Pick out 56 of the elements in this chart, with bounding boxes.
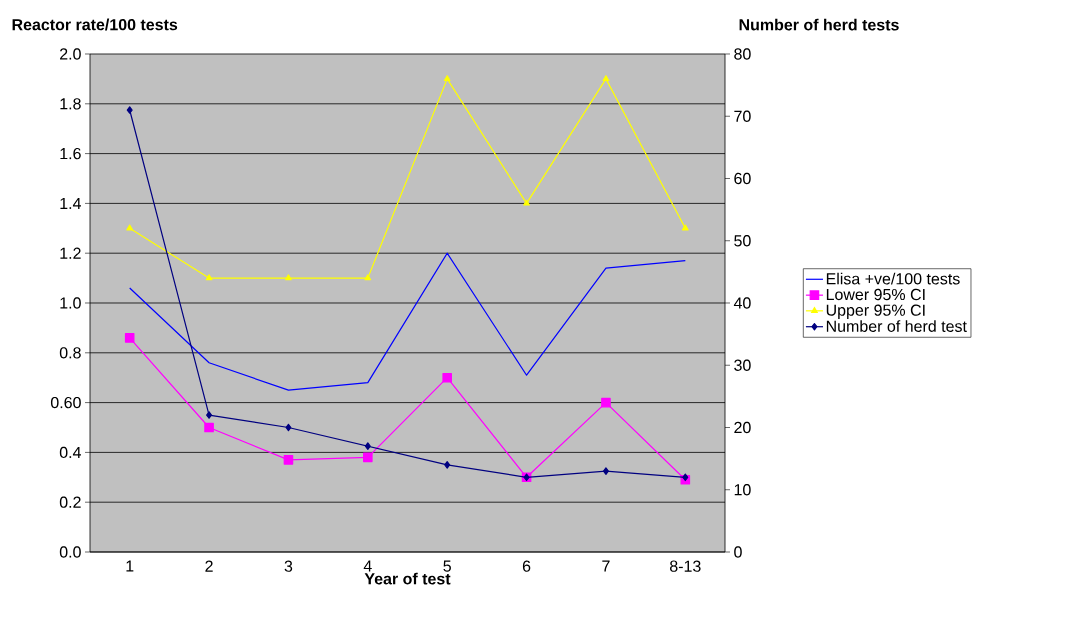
y2-tick-label: 30: [734, 359, 751, 371]
y-tick-label: 1.6: [60, 147, 81, 160]
y-tick-label: 0.60: [50, 396, 81, 409]
legend-label: Upper 95% CI: [826, 304, 925, 319]
x-axis-title: Year of test: [364, 572, 451, 585]
y2-tick-label: 70: [734, 110, 751, 122]
y-tick-label: 0.0: [59, 546, 81, 558]
y2-tick-label: 60: [734, 172, 751, 185]
x-tick-label: 8-13: [670, 560, 701, 572]
legend-label: Number of herd test: [826, 320, 967, 332]
legend-label: Lower 95% CI: [826, 288, 925, 301]
point: [601, 397, 611, 408]
x-tick-label: 2: [205, 560, 213, 572]
y-tick-label: 1.8: [60, 98, 81, 110]
y2-tick-label: 80: [734, 48, 751, 60]
point: [602, 75, 610, 82]
y-tick-label: 1.2: [60, 247, 81, 259]
point: [206, 411, 213, 419]
y-tick-label: 0.2: [59, 496, 81, 508]
point: [126, 106, 133, 114]
x-tick-label: 7: [602, 560, 610, 572]
point: [363, 452, 373, 463]
y-tick-label: 1.4: [60, 197, 81, 209]
legend-label: Elisa +ve/100 tests: [826, 272, 960, 285]
point: [444, 461, 451, 469]
point: [204, 422, 214, 433]
line-series: [129, 252, 686, 391]
y-tick-label: 2.0: [60, 48, 81, 60]
x-tick-label: 1: [126, 560, 134, 572]
y-axis-title: Reactor rate/100 tests: [12, 18, 178, 31]
y2-tick-label: 40: [733, 297, 751, 309]
y2-tick-label: 0: [734, 546, 742, 558]
y2-tick-label: 10: [734, 484, 751, 496]
point: [126, 224, 134, 231]
y2-axis-title: Number of herd tests: [739, 18, 899, 31]
y2-tick-label: 50: [734, 235, 751, 247]
point: [124, 333, 135, 343]
point: [442, 372, 452, 383]
point: [205, 274, 213, 281]
x-tick-label: 6: [522, 560, 531, 572]
y-tick-label: 0.8: [59, 347, 81, 359]
x-tick-label: 5: [443, 560, 451, 572]
point: [681, 224, 689, 231]
point: [364, 274, 372, 281]
y2-tick-label: 20: [734, 421, 751, 434]
point: [523, 199, 530, 206]
x-tick-label: 4: [363, 560, 372, 572]
y-tick-label: 1.0: [60, 297, 81, 309]
point: [364, 442, 371, 450]
y-tick-label: 0.4: [59, 446, 81, 459]
point: [285, 274, 292, 281]
x-tick-label: 3: [284, 560, 293, 572]
point: [285, 423, 292, 432]
point: [443, 75, 451, 82]
point: [283, 455, 294, 465]
point: [602, 467, 609, 475]
